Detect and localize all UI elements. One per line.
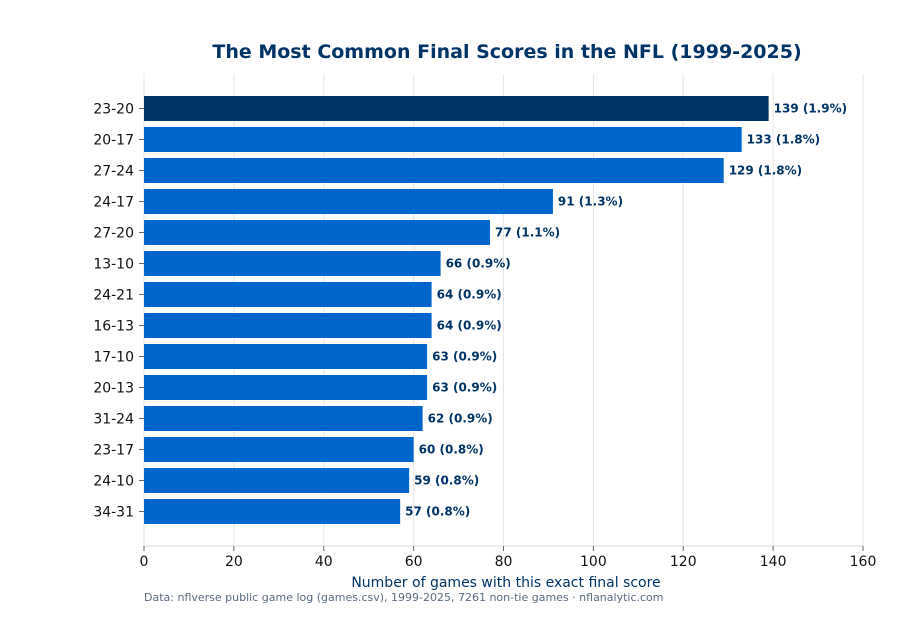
bars bbox=[144, 96, 769, 524]
bar-23-17 bbox=[144, 437, 414, 462]
bar-24-10 bbox=[144, 468, 410, 493]
x-tick-label: 160 bbox=[850, 554, 877, 570]
x-tick-label: 140 bbox=[760, 554, 787, 570]
bar-value-label: 63 (0.9%) bbox=[432, 381, 497, 395]
bar-value-labels: 139 (1.9%) 133 (1.8%) 129 (1.8%) 91 (1.3%) 7… bbox=[405, 102, 847, 519]
bar-17-10 bbox=[144, 344, 428, 369]
bar-value-label: 60 (0.8%) bbox=[419, 443, 484, 457]
y-axis-tick-labels: 23-20 20-17 27-24 24-17 27-20 13-10 24-21 16-13… bbox=[93, 102, 144, 521]
x-axis-tick-labels: 0 20 40 60 80 100 120 140 160 bbox=[140, 546, 877, 570]
bar-value-label: 57 (0.8%) bbox=[405, 505, 470, 519]
y-tick-label: 27-24 bbox=[93, 164, 134, 180]
bar-value-label: 91 (1.3%) bbox=[558, 195, 623, 209]
bar-value-label: 59 (0.8%) bbox=[414, 474, 479, 488]
bar-value-label: 133 (1.8%) bbox=[747, 133, 820, 147]
x-tick-label: 80 bbox=[495, 554, 513, 570]
bar-24-17 bbox=[144, 189, 553, 214]
x-tick-label: 20 bbox=[225, 554, 243, 570]
y-tick-label: 20-17 bbox=[93, 133, 134, 149]
bar-31-24 bbox=[144, 406, 423, 431]
y-tick-label: 24-10 bbox=[93, 474, 134, 490]
x-tick-label: 60 bbox=[405, 554, 423, 570]
y-tick-label: 13-10 bbox=[93, 257, 134, 273]
bar-value-label: 62 (0.9%) bbox=[428, 412, 493, 426]
y-tick-label: 23-20 bbox=[93, 102, 134, 118]
bar-27-20 bbox=[144, 220, 491, 245]
grid-lines bbox=[143, 74, 864, 547]
bar-value-label: 66 (0.9%) bbox=[446, 257, 511, 271]
chart-title: The Most Common Final Scores in the NFL … bbox=[212, 41, 801, 63]
y-tick-label: 31-24 bbox=[93, 412, 134, 428]
bar-value-label: 64 (0.9%) bbox=[437, 288, 502, 302]
bar-16-13 bbox=[144, 313, 432, 338]
y-tick-label: 17-10 bbox=[93, 350, 134, 366]
bar-34-31 bbox=[144, 499, 401, 524]
bar-value-label: 63 (0.9%) bbox=[432, 350, 497, 364]
x-tick-label: 120 bbox=[670, 554, 697, 570]
y-tick-label: 16-13 bbox=[93, 319, 134, 335]
bar-24-21 bbox=[144, 282, 432, 307]
data-source-note: Data: nflverse public game log (games.cs… bbox=[144, 591, 664, 604]
bar-value-label: 139 (1.9%) bbox=[774, 102, 847, 116]
x-tick-label: 40 bbox=[315, 554, 333, 570]
y-tick-label: 23-17 bbox=[93, 443, 134, 459]
y-tick-label: 27-20 bbox=[93, 226, 134, 242]
bar-13-10 bbox=[144, 251, 441, 276]
y-tick-label: 24-21 bbox=[93, 288, 134, 304]
y-tick-label: 24-17 bbox=[93, 195, 134, 211]
bar-value-label: 64 (0.9%) bbox=[437, 319, 502, 333]
bar-value-label: 129 (1.8%) bbox=[729, 164, 802, 178]
bar-27-24 bbox=[144, 158, 724, 183]
y-tick-label: 20-13 bbox=[93, 381, 134, 397]
y-tick-label: 34-31 bbox=[93, 505, 134, 521]
bar-23-20 bbox=[144, 96, 769, 121]
bar-value-label: 77 (1.1%) bbox=[495, 226, 560, 240]
x-tick-label: 0 bbox=[140, 554, 149, 570]
x-axis-label: Number of games with this exact final sc… bbox=[351, 575, 660, 591]
x-tick-label: 100 bbox=[580, 554, 607, 570]
bar-20-13 bbox=[144, 375, 428, 400]
bar-20-17 bbox=[144, 127, 742, 152]
